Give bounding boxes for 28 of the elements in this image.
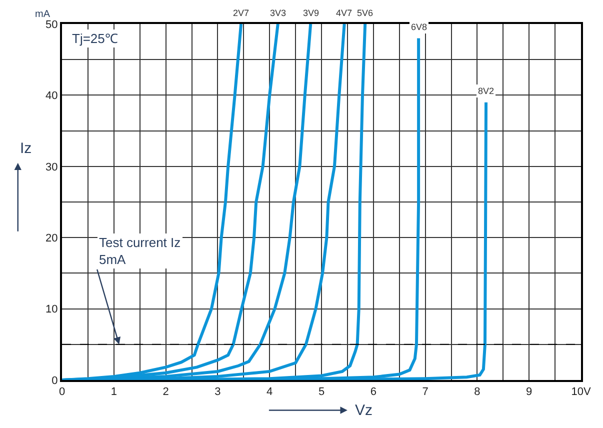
series-label: 2V7 <box>233 8 250 18</box>
x-tick-label: 9 <box>526 386 532 398</box>
x-tick-label: 1 <box>110 386 117 398</box>
x-tick-label: 10V <box>571 386 592 398</box>
x-tick-label: 3 <box>214 386 221 398</box>
y-tick-label: 30 <box>46 161 58 174</box>
x-tick-label: 4 <box>266 386 273 398</box>
series-label: 6V8 <box>411 22 428 32</box>
series-label: 8V2 <box>478 86 494 96</box>
series-label: 5V6 <box>357 8 374 18</box>
y-axis-title: Iz <box>20 140 32 157</box>
y-tick-label: 20 <box>46 232 58 244</box>
y-tick-label: 40 <box>46 90 58 102</box>
y-tick-label: 50 <box>46 18 58 31</box>
series-label: 4V7 <box>336 8 352 18</box>
y-tick-label: 10 <box>46 304 58 316</box>
x-tick-label: 2 <box>162 386 169 398</box>
x-tick-label: 5 <box>318 386 325 398</box>
series-label: 3V9 <box>303 8 320 18</box>
text: mA <box>35 9 50 20</box>
annotation: Test current Iz 5mA <box>99 235 181 267</box>
x-tick-label: 7 <box>422 386 428 398</box>
y-tick-label: 0 <box>52 374 58 387</box>
annotation: Tj=25℃ <box>72 31 118 46</box>
x-tick-label: 8 <box>474 386 480 398</box>
x-axis-title: Vz <box>355 402 373 419</box>
x-tick-label: 6 <box>370 386 376 398</box>
series-label: 3V3 <box>270 8 286 18</box>
